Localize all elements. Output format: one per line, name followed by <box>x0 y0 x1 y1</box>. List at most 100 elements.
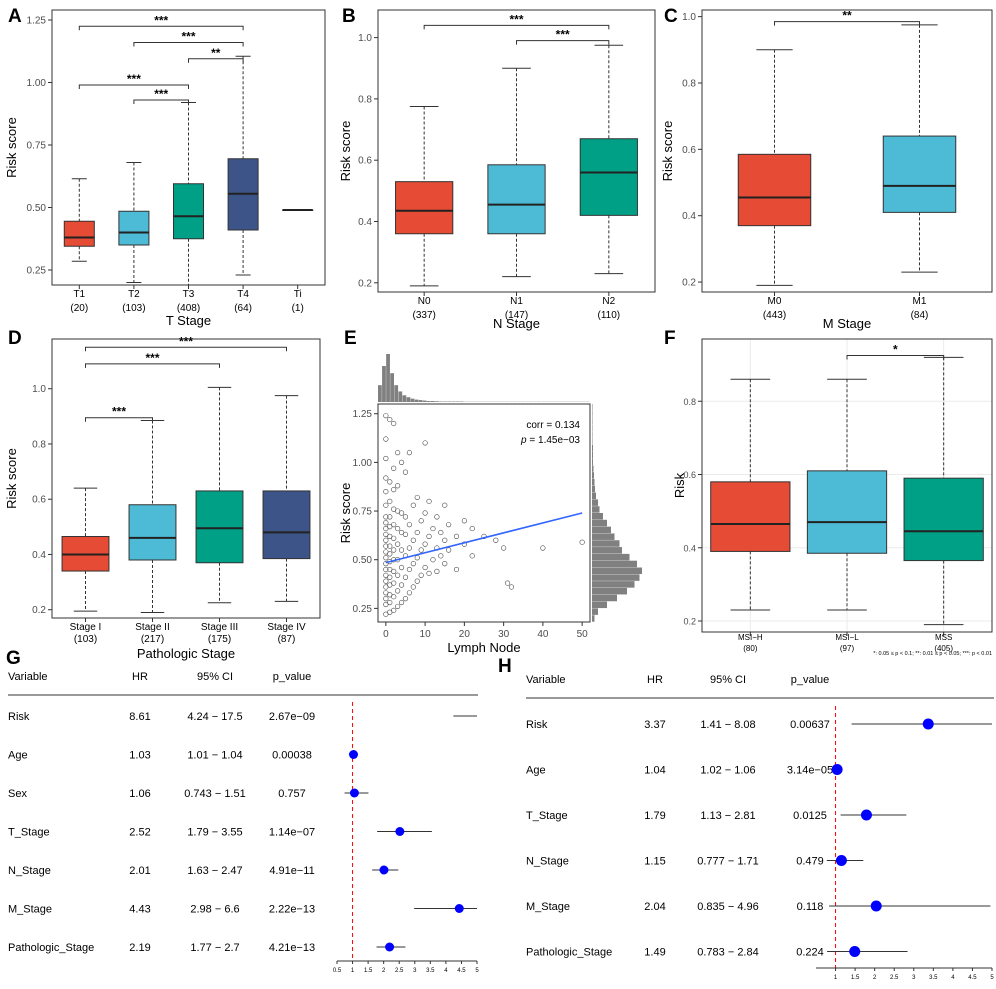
y-tick-label: 0.6 <box>682 145 696 156</box>
scatter-point <box>454 567 459 572</box>
scatter-point <box>395 450 400 455</box>
row-variable: M_Stage <box>526 901 570 913</box>
y-tick-label: 1.0 <box>682 12 696 23</box>
row-p: 0.118 <box>797 901 824 913</box>
x-tick-label: 40 <box>537 629 549 640</box>
header-variable: Variable <box>8 671 48 683</box>
significance-bracket: *** <box>86 334 287 351</box>
hr-point <box>861 810 872 821</box>
scatter-point <box>399 583 404 588</box>
header-ci: 95% CI <box>197 671 233 683</box>
row-p: 4.91e−11 <box>269 865 314 877</box>
scatter-point <box>470 526 475 531</box>
row-variable: T_Stage <box>526 810 568 822</box>
significance-bracket: ** <box>189 46 244 63</box>
histogram-bar-right <box>592 499 598 506</box>
x-tick-label: N2 <box>602 296 615 307</box>
scatter-point <box>415 495 420 500</box>
significance-label: *** <box>179 334 193 348</box>
row-ci: 1.77 − 2.7 <box>190 942 239 954</box>
scatter-point <box>470 554 475 559</box>
y-tick-label: 1.00 <box>27 78 47 89</box>
row-hr: 1.49 <box>644 947 665 959</box>
x-axis-title: Lymph Node <box>447 640 520 655</box>
x-tick-label: T4 <box>237 289 249 300</box>
histogram-bar-top <box>431 401 435 402</box>
box-Stage III <box>196 387 243 602</box>
scatter-point <box>391 466 396 471</box>
histogram-bar-right <box>592 411 593 418</box>
scatter-point <box>387 600 392 605</box>
significance-label: *** <box>154 87 168 101</box>
row-variable: M_Stage <box>8 904 52 916</box>
scatter-point <box>454 534 459 539</box>
footnote: *: 0.05 ≤ p < 0.1; **: 0.01 ≤ p < 0.05; … <box>873 651 992 657</box>
x-tick-label: 3.5 <box>426 968 435 974</box>
x-tick-label: 4.5 <box>457 968 466 974</box>
x-tick-label: MSS <box>935 633 952 642</box>
x-tick-label: T1 <box>73 289 85 300</box>
scatter-point <box>419 573 424 578</box>
histogram-bar-right <box>592 424 593 431</box>
scatter-point <box>399 600 404 605</box>
x-tick-label: 1 <box>834 975 838 981</box>
box-body <box>119 211 149 245</box>
row-ci: 0.777 − 1.71 <box>697 856 758 868</box>
scatter-point <box>391 421 396 426</box>
scatter-point <box>423 511 428 516</box>
scatter-point <box>407 450 412 455</box>
scatter-point <box>427 499 432 504</box>
scatter-point <box>415 530 420 535</box>
significance-label: ** <box>842 9 852 23</box>
scatter-point <box>462 518 467 523</box>
scatter-point <box>403 515 408 520</box>
panel-label: D <box>8 328 22 349</box>
row-p: 0.757 <box>278 788 306 800</box>
hr-point <box>455 904 464 913</box>
scatter-point <box>384 489 389 494</box>
histogram-bar-right <box>592 568 642 575</box>
scatter-point <box>446 548 451 553</box>
x-tick-label: 0.5 <box>333 968 342 974</box>
histogram-bar-top <box>407 397 411 402</box>
row-variable: Sex <box>8 788 27 800</box>
scatter-point <box>384 555 389 560</box>
scatter-point <box>403 532 408 537</box>
row-hr: 1.03 <box>129 750 150 762</box>
y-tick-label: 1.00 <box>353 458 373 469</box>
row-p: 2.22e−13 <box>269 904 315 916</box>
x-axis-title: N Stage <box>493 316 540 331</box>
box-Stage IV <box>263 396 310 602</box>
count-label: (103) <box>122 303 145 314</box>
row-ci: 0.783 − 2.84 <box>697 947 758 959</box>
y-tick-label: 0.2 <box>682 278 696 289</box>
box-Stage I <box>62 488 109 611</box>
y-tick-label: 0.6 <box>358 156 372 167</box>
y-axis-title: Risk score <box>660 121 675 182</box>
p-value-label: p = 1.45e−03 <box>520 435 580 446</box>
y-tick-label: 0.50 <box>353 555 373 566</box>
count-label: (337) <box>412 310 435 321</box>
y-tick-label: 1.25 <box>27 16 47 27</box>
panel-label: E <box>344 328 357 349</box>
scatter-point <box>415 555 420 560</box>
y-tick-label: 0.25 <box>353 604 373 615</box>
row-ci: 1.41 − 8.08 <box>700 719 755 731</box>
scatter-point <box>431 526 436 531</box>
row-hr: 1.06 <box>129 788 150 800</box>
row-ci: 2.98 − 6.6 <box>190 904 239 916</box>
box-body <box>807 471 886 553</box>
box-N1 <box>488 68 545 276</box>
significance-bracket: *** <box>79 13 243 30</box>
hr-point <box>350 789 359 798</box>
y-tick-label: 0.4 <box>683 543 696 553</box>
histogram-bar-right <box>592 431 593 438</box>
box-body <box>129 505 176 560</box>
histogram-bar-top <box>398 391 402 402</box>
scatter-point <box>435 569 440 574</box>
box-body <box>173 184 203 239</box>
